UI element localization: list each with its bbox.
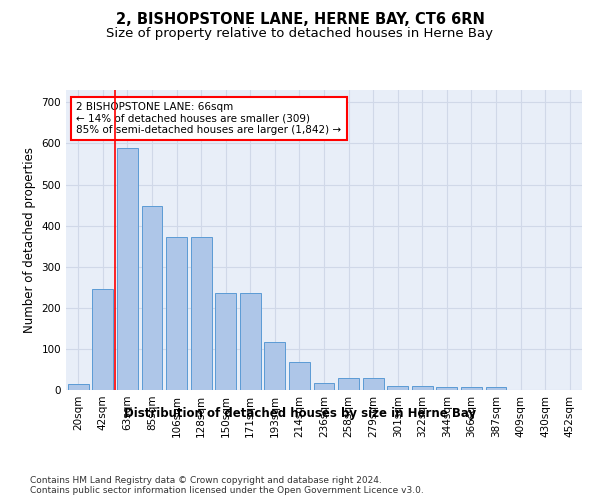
Bar <box>215 294 236 390</box>
Bar <box>314 382 334 390</box>
Bar <box>191 236 212 390</box>
Text: Distribution of detached houses by size in Herne Bay: Distribution of detached houses by size … <box>124 408 476 420</box>
Bar <box>166 236 187 390</box>
Text: 2, BISHOPSTONE LANE, HERNE BAY, CT6 6RN: 2, BISHOPSTONE LANE, HERNE BAY, CT6 6RN <box>116 12 484 28</box>
Bar <box>142 206 163 390</box>
Bar <box>387 386 408 390</box>
Bar <box>436 386 457 390</box>
Bar <box>240 294 261 390</box>
Bar <box>265 342 286 390</box>
Text: Size of property relative to detached houses in Herne Bay: Size of property relative to detached ho… <box>107 28 493 40</box>
Bar <box>117 148 138 390</box>
Bar <box>412 386 433 390</box>
Bar <box>461 386 482 390</box>
Y-axis label: Number of detached properties: Number of detached properties <box>23 147 36 333</box>
Text: 2 BISHOPSTONE LANE: 66sqm
← 14% of detached houses are smaller (309)
85% of semi: 2 BISHOPSTONE LANE: 66sqm ← 14% of detac… <box>76 102 341 135</box>
Bar <box>338 378 359 390</box>
Text: Contains HM Land Registry data © Crown copyright and database right 2024.
Contai: Contains HM Land Registry data © Crown c… <box>30 476 424 495</box>
Bar <box>485 387 506 390</box>
Bar <box>289 362 310 390</box>
Bar <box>68 384 89 390</box>
Bar <box>92 290 113 390</box>
Bar <box>362 378 383 390</box>
